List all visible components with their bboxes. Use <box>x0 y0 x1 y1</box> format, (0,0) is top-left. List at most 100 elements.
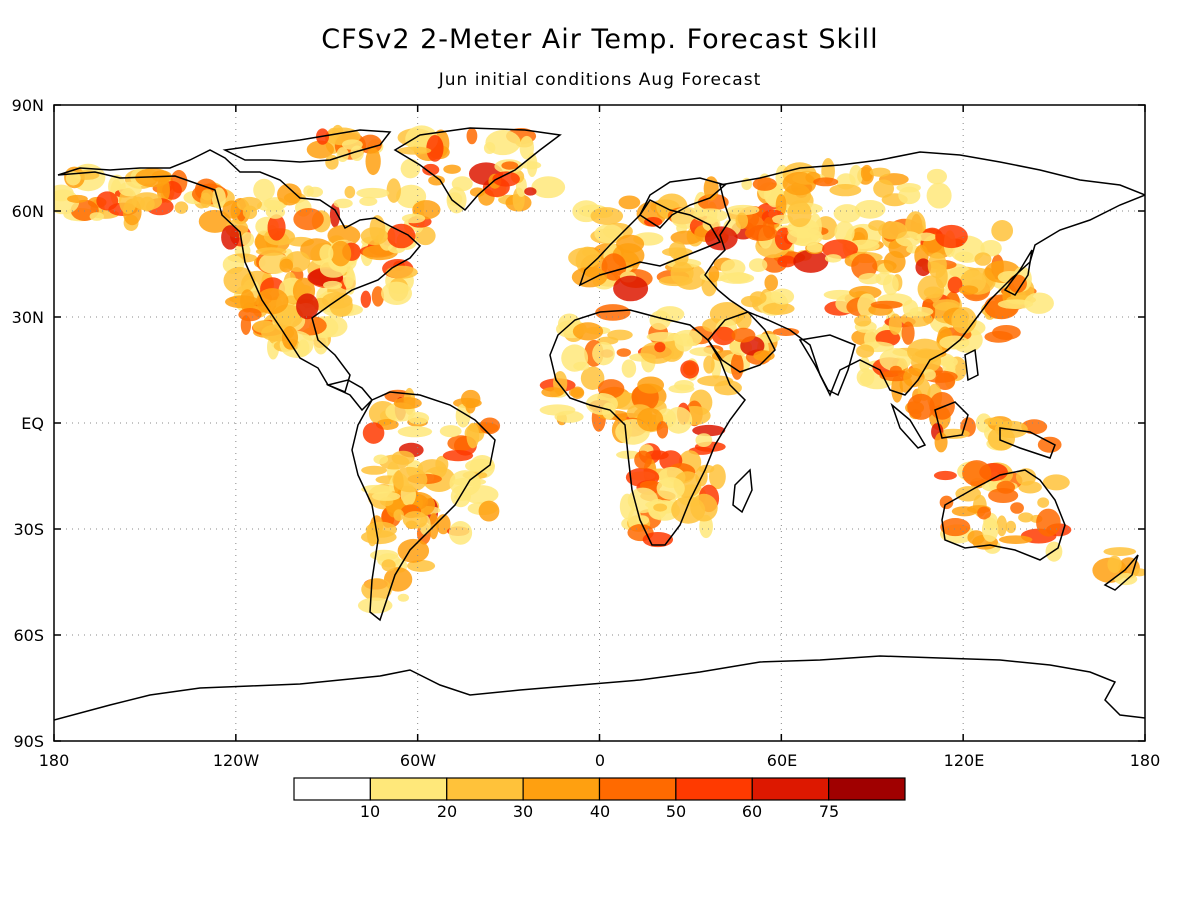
skill-shade-patch <box>297 339 310 357</box>
coastline-sumatra <box>890 402 927 449</box>
coastline-japan <box>1003 249 1033 296</box>
skill-shade-patch <box>393 509 404 522</box>
skill-shade-patch <box>764 274 778 291</box>
skill-shade-patch <box>89 212 104 221</box>
coastline-philippines <box>964 348 979 382</box>
skill-shade-patch <box>636 515 650 525</box>
skill-shade-patch <box>616 348 632 357</box>
lon-label: 60E <box>766 751 798 770</box>
skill-shade-patch <box>397 146 432 155</box>
skill-shade-patch <box>387 223 416 249</box>
skill-shade-patch <box>350 145 364 161</box>
lat-label: 60N <box>11 202 44 221</box>
skill-shade-patch <box>402 511 428 529</box>
skill-shade-patch <box>977 506 992 520</box>
skill-shade-patch <box>824 254 842 263</box>
lon-label: 120E <box>943 751 985 770</box>
skill-shade-patch <box>501 161 519 170</box>
skill-shade-patch <box>592 341 615 366</box>
skill-shade-patch <box>636 407 664 432</box>
skill-shade-patch <box>1103 547 1137 556</box>
skill-shade-patch <box>67 194 88 203</box>
skill-shade-patch <box>492 171 520 187</box>
skill-shade-patch <box>371 491 401 501</box>
skill-shade-patch <box>359 196 378 207</box>
skill-shade-patch <box>401 213 426 224</box>
skill-shade-patch <box>680 360 700 379</box>
skill-shade-patch <box>883 250 906 274</box>
skill-shade-patch <box>478 500 500 522</box>
skill-shade-patch <box>670 261 694 285</box>
skill-shade-patch <box>397 426 433 438</box>
colorbar-label: 10 <box>359 802 381 821</box>
skill-shade-patch <box>428 175 445 186</box>
skill-shade-patch <box>637 376 665 394</box>
skill-shade-patch <box>327 224 361 247</box>
skill-shade-patch <box>466 127 478 145</box>
skill-shade-patch <box>397 593 410 602</box>
skill-shade-patch <box>869 167 891 177</box>
skill-shade-patch <box>362 422 385 444</box>
skill-shade-patch <box>277 183 302 206</box>
coastline-borneo <box>934 401 969 439</box>
skill-shade-patch <box>772 327 800 336</box>
colorbar-box <box>369 777 448 801</box>
skill-shade-patch <box>466 422 480 449</box>
skill-shade-patch <box>692 208 728 223</box>
coastline-australia <box>941 469 1066 561</box>
skill-shade-patch <box>854 315 872 327</box>
colorbar <box>293 777 906 801</box>
skill-shade-patch <box>1037 436 1062 453</box>
skill-shade-patch <box>879 348 912 372</box>
skill-shade-patch <box>829 184 862 197</box>
skill-shade-patch <box>568 387 584 398</box>
skill-shade-patch <box>96 191 119 211</box>
skill-shade-patch <box>465 399 476 414</box>
skill-shade-patch <box>255 247 287 256</box>
skill-shade-patch <box>670 230 702 245</box>
skill-shade-patch <box>561 344 589 372</box>
colorbar-box <box>751 777 830 801</box>
lat-label: 90S <box>13 732 44 751</box>
skill-shade-patch <box>898 186 921 205</box>
skill-shade-patch <box>753 350 775 362</box>
skill-shade-patch <box>997 299 1034 310</box>
skill-shade-patch <box>601 402 616 420</box>
axis-ticks <box>53 104 1146 742</box>
map-title: CFSv2 2-Meter Air Temp. Forecast Skill <box>321 24 879 55</box>
colorbar-label: 40 <box>589 802 611 821</box>
lat-label: 90N <box>11 96 44 115</box>
colorbar-label: 20 <box>436 802 458 821</box>
skill-shade-patch <box>711 326 736 346</box>
skill-shade-patch <box>1042 474 1070 491</box>
skill-shade-patch <box>572 322 604 341</box>
skill-shade-patch <box>668 384 695 394</box>
skill-shade-patch <box>541 387 564 398</box>
skill-shade-patch <box>870 300 903 309</box>
skill-shade-patch <box>695 433 713 448</box>
skill-shade-patch <box>858 273 882 285</box>
skill-shade-patch <box>360 290 372 308</box>
skill-shade-patch <box>653 503 668 512</box>
skill-shade-patch <box>644 217 663 227</box>
lat-label: 60S <box>13 626 44 645</box>
skill-shade-patch <box>406 559 436 572</box>
skill-shade-patch <box>762 302 795 315</box>
skill-shade-patch <box>878 221 908 240</box>
skill-shade-patch <box>806 243 824 253</box>
skill-shade-patch <box>531 176 566 199</box>
skill-shade-patch <box>762 216 775 239</box>
coastline-new-zealand <box>1103 554 1139 591</box>
skill-shade-patch <box>223 266 256 294</box>
skill-shade-patch <box>439 425 462 438</box>
skill-shade-patch <box>656 421 669 439</box>
skill-shade-patch <box>984 331 1013 343</box>
skill-shade-patch <box>771 214 794 225</box>
skill-shade-patch <box>436 514 451 535</box>
skill-shade-patch <box>336 147 349 163</box>
skill-shade-patch <box>697 375 734 387</box>
skill-shade-patch <box>221 225 240 250</box>
skill-shade-patch <box>267 214 286 241</box>
skill-shade-patch <box>571 266 608 288</box>
skill-shade-patch <box>323 280 343 290</box>
